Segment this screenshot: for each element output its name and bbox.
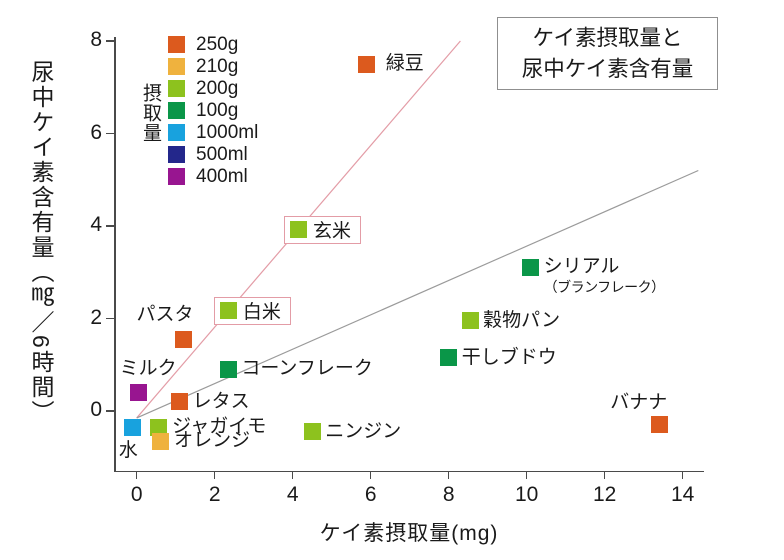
data-point-label: コーンフレーク bbox=[241, 357, 372, 381]
x-tick-label: 2 bbox=[208, 483, 221, 506]
data-point-label-text: 穀物パン bbox=[483, 309, 561, 331]
legend-swatch bbox=[168, 168, 185, 185]
legend-swatch bbox=[168, 80, 185, 97]
data-point-label-text: オレンジ bbox=[174, 430, 251, 452]
data-point-label: 干しブドウ bbox=[462, 346, 557, 370]
data-point-label-text: 干しブドウ bbox=[461, 346, 557, 368]
legend-label: 400ml bbox=[196, 166, 248, 187]
y-tick-label: 6 bbox=[90, 120, 102, 144]
legend-label: 200g bbox=[196, 78, 239, 99]
data-point-label-text: パスタ bbox=[136, 304, 194, 326]
data-point-label: ミルク bbox=[120, 357, 177, 381]
legend-label: 500ml bbox=[196, 144, 248, 165]
data-point-label-text: 緑豆 bbox=[385, 53, 424, 75]
data-point-square bbox=[149, 418, 167, 436]
data-point-sublabel-text: （ブランフレーク） bbox=[543, 278, 666, 295]
data-point-square bbox=[650, 416, 668, 434]
data-point-box: 玄米 bbox=[284, 215, 362, 244]
legend-label: 100g bbox=[196, 100, 239, 121]
x-axis-tick bbox=[213, 471, 216, 479]
y-axis-tick bbox=[106, 225, 114, 227]
legend-swatch bbox=[168, 102, 185, 119]
x-axis-tick bbox=[135, 471, 138, 479]
data-point-label: シリアル （ブランフレーク） bbox=[543, 255, 666, 295]
y-axis-tick bbox=[106, 317, 114, 320]
data-point-label-text: レタス bbox=[192, 390, 250, 412]
data-point-label: 穀物パン bbox=[483, 309, 560, 333]
legend-swatch bbox=[168, 124, 185, 141]
chart-title-line2: 尿中ケイ素含有量 bbox=[521, 56, 694, 81]
data-point-square bbox=[303, 423, 321, 441]
data-point-square bbox=[358, 55, 376, 73]
x-axis-label: ケイ素摂取量(mg) bbox=[319, 522, 499, 545]
data-point-box: 白米 bbox=[213, 296, 291, 325]
data-point-label-text: ミルク bbox=[119, 357, 177, 379]
x-tick-label: 6 bbox=[364, 483, 377, 506]
data-point-square bbox=[522, 259, 540, 277]
x-axis-line bbox=[114, 470, 704, 472]
data-point-label: ニンジン bbox=[325, 420, 401, 444]
y-axis-line bbox=[114, 37, 116, 471]
x-axis-tick bbox=[525, 471, 528, 479]
data-point-label-text: ジャガイモ bbox=[172, 416, 267, 438]
data-point-square bbox=[461, 312, 479, 330]
x-tick-label: 8 bbox=[442, 483, 455, 506]
legend-swatch bbox=[168, 58, 185, 75]
data-point-square bbox=[151, 432, 169, 450]
y-tick-label: 0 bbox=[90, 398, 102, 421]
legend-title: 摂取量 bbox=[140, 83, 161, 143]
data-point-square bbox=[124, 418, 142, 436]
data-point-label-text: ニンジン bbox=[325, 420, 402, 442]
legend-swatch bbox=[168, 36, 185, 53]
data-point-label: 白米 bbox=[242, 302, 281, 324]
x-axis-tick bbox=[603, 471, 606, 479]
y-tick-label: 4 bbox=[90, 213, 102, 236]
x-axis-tick bbox=[369, 471, 372, 479]
data-point-label: ジャガイモ bbox=[172, 415, 266, 439]
y-tick-label: 8 bbox=[90, 28, 102, 51]
data-point-label: オレンジ bbox=[174, 429, 250, 453]
chart-title-line1: ケイ素摂取量と bbox=[532, 25, 683, 50]
y-axis-tick bbox=[106, 410, 114, 412]
data-point-square bbox=[171, 393, 189, 411]
data-point-square bbox=[130, 384, 148, 401]
x-tick-label: 10 bbox=[515, 483, 539, 506]
x-tick-label: 14 bbox=[671, 483, 695, 506]
data-point-label-text: 水 bbox=[118, 440, 138, 462]
x-axis-tick bbox=[291, 471, 294, 479]
x-axis-tick bbox=[681, 471, 684, 479]
data-point-label: バナナ bbox=[610, 391, 667, 415]
data-point-square bbox=[290, 221, 308, 239]
x-tick-label: 0 bbox=[130, 483, 143, 506]
legend-label: 250g bbox=[196, 34, 239, 55]
data-point-square bbox=[440, 349, 458, 367]
x-tick-label: 4 bbox=[286, 483, 299, 506]
y-axis-tick bbox=[106, 40, 114, 42]
legend-label: 1000ml bbox=[196, 122, 259, 143]
data-point-label-text: コーンフレーク bbox=[241, 358, 373, 380]
data-point-label-text: シリアル bbox=[543, 255, 620, 277]
y-axis-tick bbox=[106, 132, 114, 135]
y-axis-label: 尿中ケイ素含有量（㎎／6時間） bbox=[28, 60, 54, 425]
data-point-label: 水 bbox=[119, 439, 138, 463]
data-point-square bbox=[175, 330, 192, 348]
data-point-label: 緑豆 bbox=[386, 52, 424, 76]
data-point-label: レタス bbox=[193, 390, 250, 414]
chart-title-box: ケイ素摂取量と 尿中ケイ素含有量 bbox=[497, 17, 718, 90]
data-point-label: パスタ bbox=[137, 303, 194, 327]
data-point-label: 玄米 bbox=[313, 221, 352, 243]
data-point-square bbox=[219, 360, 237, 378]
x-tick-label: 12 bbox=[593, 483, 617, 506]
x-axis-tick bbox=[447, 471, 450, 479]
y-tick-label: 2 bbox=[90, 305, 102, 329]
legend-swatch bbox=[168, 146, 185, 163]
legend-label: 210g bbox=[196, 56, 239, 77]
data-point-label-text: バナナ bbox=[610, 391, 668, 413]
data-point-square bbox=[219, 302, 237, 320]
